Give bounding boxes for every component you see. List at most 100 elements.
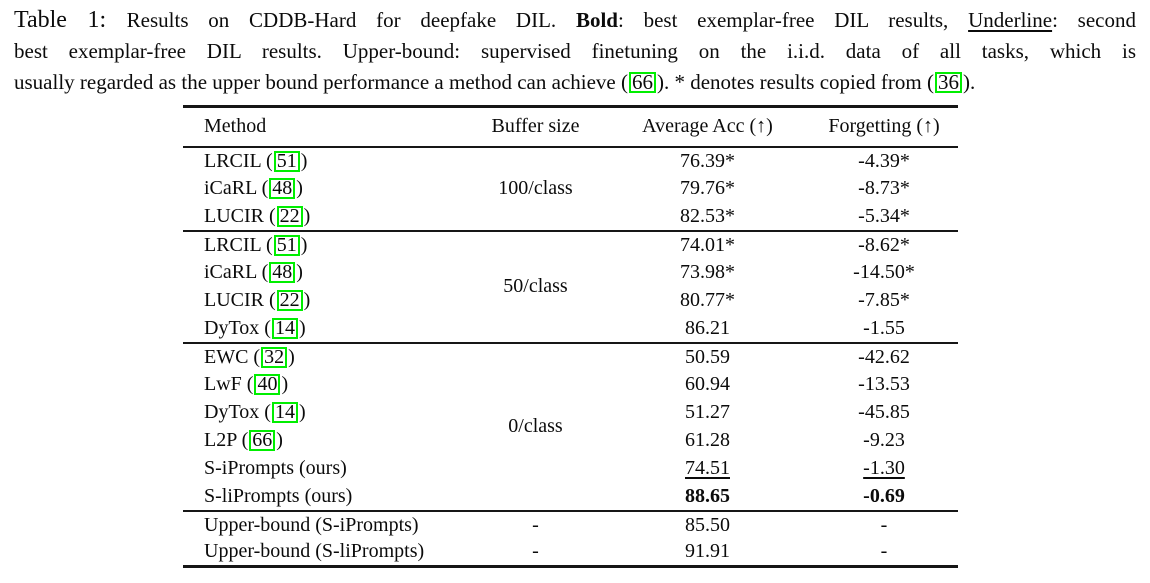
method-cell: DyTox (14) — [204, 316, 306, 339]
forgetting-cell: -9.23 — [863, 429, 905, 451]
forgetting-cell: -42.62 — [858, 345, 910, 368]
results-table: Method Buffer size Average Acc (↑) Forgetti… — [183, 105, 958, 568]
table-row: Upper-bound (S-iPrompts) - 85.50 - — [183, 511, 958, 539]
method-cell: iCaRL (48) — [204, 261, 303, 283]
column-header: Buffer size — [491, 115, 580, 138]
table-group: LRCIL (51) 50/class 74.01* -8.62* iCaRL (48)… — [183, 230, 958, 343]
citation-link[interactable]: 48 — [269, 178, 296, 199]
caption-text: Results on CDDB-Hard for deepfake DIL. — [126, 8, 576, 32]
citation-link[interactable]: 48 — [269, 262, 296, 283]
forgetting-cell: -7.85* — [858, 289, 910, 311]
forgetting-cell: -14.50* — [853, 261, 915, 283]
citation-link[interactable]: 22 — [276, 290, 303, 311]
citation-link[interactable]: 66 — [249, 430, 276, 451]
average-acc-cell: 76.39* — [680, 149, 735, 172]
table-row: iCaRL (48) 73.98* -14.50* — [183, 259, 958, 287]
table-header: Method Buffer size Average Acc (↑) Forgetti… — [183, 107, 958, 147]
table-row: LUCIR (22) 82.53* -5.34* — [183, 203, 958, 231]
average-acc-cell: 60.94 — [685, 373, 730, 395]
forgetting-cell: -8.62* — [858, 233, 910, 256]
citation-link[interactable]: 51 — [273, 234, 300, 256]
method-cell: iCaRL (48) — [204, 177, 303, 199]
average-acc-cell: 79.76* — [680, 177, 735, 199]
average-acc-cell: 80.77* — [680, 289, 735, 311]
table-group: LRCIL (51) 100/class 76.39* -4.39* iCaRL (48… — [183, 146, 958, 231]
average-acc-cell: 73.98* — [680, 261, 735, 283]
method-cell: Upper-bound (S-iPrompts) — [204, 513, 419, 536]
citation-link[interactable]: 40 — [254, 374, 281, 395]
method-cell: L2P (66) — [204, 429, 283, 451]
caption-line-2: best exemplar-free DIL results. Upper-bo… — [14, 39, 1136, 63]
buffer-cell: 100/class — [498, 177, 573, 199]
average-acc-cell: 51.27 — [685, 401, 730, 423]
method-cell: LwF (40) — [204, 373, 289, 395]
buffer-cell: - — [532, 513, 539, 536]
method-cell: Upper-bound (S-liPrompts) — [204, 540, 425, 563]
average-acc-cell: 74.51 — [685, 457, 730, 479]
table-row: LwF (40) 60.94 -13.53 — [183, 371, 958, 399]
table-row: iCaRL (48) 79.76* -8.73* — [183, 175, 958, 203]
column-header: Method — [204, 115, 267, 138]
citation-link[interactable]: 66 — [628, 72, 656, 93]
average-acc-cell: 88.65 — [685, 484, 730, 507]
table-caption: Table 1: Results on CDDB-Hard for deepfa… — [14, 5, 1136, 98]
forgetting-cell: -4.39* — [858, 149, 910, 172]
average-acc-cell: 82.53* — [680, 204, 735, 227]
method-cell: S-iPrompts (ours) — [204, 457, 347, 479]
citation-link[interactable]: 51 — [273, 150, 300, 172]
caption-line-1: Table 1: Results on CDDB-Hard for deepfa… — [14, 5, 1136, 36]
average-acc-cell: 85.50 — [685, 513, 730, 536]
caption-text: : best exemplar-free DIL results, — [617, 8, 969, 32]
caption-bold-keyword: Bold — [575, 8, 618, 32]
caption-text: ). — [963, 70, 976, 94]
method-cell: S-liPrompts (ours) — [204, 484, 353, 507]
forgetting-cell: -0.69 — [863, 484, 905, 507]
forgetting-cell: -1.30 — [863, 457, 905, 479]
average-acc-cell: 61.28 — [685, 429, 730, 451]
table-row: S-iPrompts (ours) 74.51 -1.30 — [183, 455, 958, 483]
forgetting-cell: -13.53 — [858, 373, 910, 395]
table-group: Upper-bound (S-iPrompts) -85.50- Upper-bou… — [183, 510, 958, 567]
forgetting-cell: -8.73* — [858, 177, 910, 199]
table-row: S-liPrompts (ours) 88.65 -0.69 — [183, 483, 958, 511]
header-row: Method Buffer size Average Acc (↑) Forgetti… — [183, 107, 958, 147]
buffer-cell: 0/class — [508, 415, 563, 437]
table-group: EWC (32) 0/class 50.59 -42.62 LwF (40) 60.94 -… — [183, 342, 958, 511]
method-cell: LRCIL (51) — [204, 233, 308, 256]
caption-label: Table 1: — [14, 7, 127, 33]
citation-link[interactable]: 36 — [935, 72, 962, 93]
citation-link[interactable]: 14 — [271, 402, 298, 423]
forgetting-cell: -1.55 — [863, 316, 905, 339]
citation-link[interactable]: 14 — [271, 317, 298, 339]
average-acc-cell: 91.91 — [685, 540, 730, 563]
caption-text: usually regarded as the upper bound perf… — [14, 70, 628, 94]
column-header: Average Acc (↑) — [642, 115, 773, 138]
buffer-cell: - — [532, 540, 539, 563]
table-row: LUCIR (22) 80.77* -7.85* — [183, 287, 958, 315]
average-acc-cell: 74.01* — [680, 233, 735, 256]
caption-underline-keyword: Underline — [968, 8, 1053, 32]
table-row: DyTox (14) 86.21 -1.55 — [183, 315, 958, 343]
table-row: Upper-bound (S-liPrompts) - 91.91 - — [183, 539, 958, 567]
table-row: L2P (66) 61.28 -9.23 — [183, 427, 958, 455]
forgetting-cell: - — [880, 513, 888, 536]
table-row: LRCIL (51) 50/class 74.01* -8.62* — [183, 231, 958, 298]
caption-text: ). * denotes results copied from ( — [656, 70, 934, 94]
method-cell: LUCIR (22) — [204, 289, 311, 311]
forgetting-cell: -5.34* — [858, 204, 910, 227]
table-row: LRCIL (51) 100/class 76.39* -4.39* — [183, 147, 958, 200]
forgetting-cell: - — [880, 540, 888, 563]
citation-link[interactable]: 32 — [261, 346, 288, 368]
column-header: Forgetting (↑) — [828, 115, 940, 138]
method-cell: EWC (32) — [204, 345, 295, 368]
average-acc-cell: 86.21 — [685, 316, 730, 339]
method-cell: LRCIL (51) — [204, 149, 308, 172]
citation-link[interactable]: 22 — [276, 205, 303, 227]
table-row: EWC (32) 0/class 50.59 -42.62 — [183, 343, 958, 438]
buffer-cell: 50/class — [503, 275, 568, 297]
table-row: DyTox (14) 51.27 -45.85 — [183, 399, 958, 427]
average-acc-cell: 50.59 — [685, 345, 730, 368]
caption-text: : second — [1052, 8, 1136, 32]
caption-line-3: usually regarded as the upper bound perf… — [14, 67, 1136, 98]
